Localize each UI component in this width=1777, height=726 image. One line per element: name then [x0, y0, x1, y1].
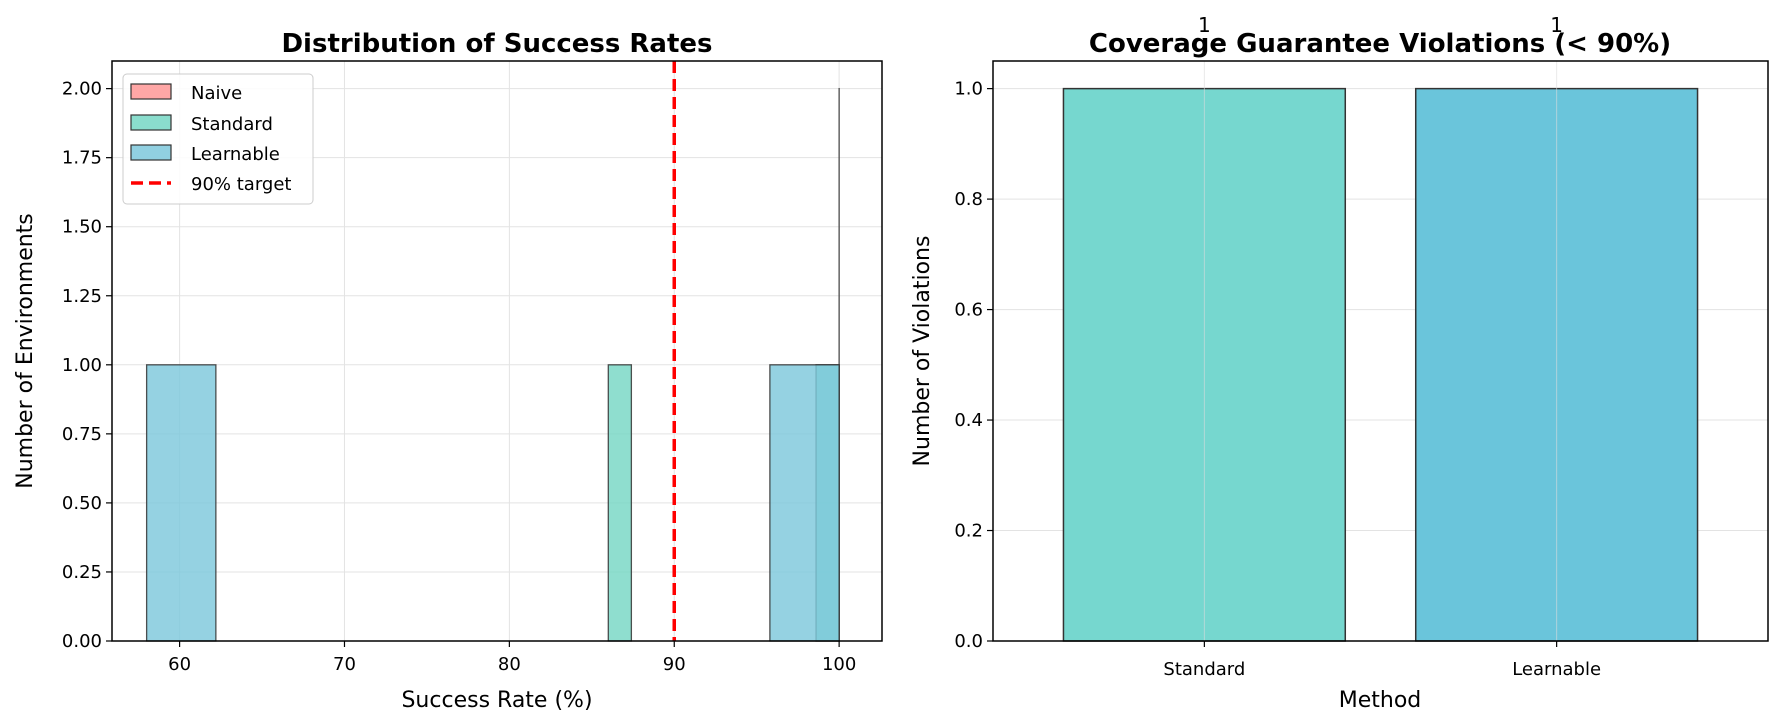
c2-y-tick-label: 0.4: [954, 410, 983, 431]
c1-x-axis-label: Success Rate (%): [401, 688, 592, 713]
c2-x-tick-label-learnable: Learnable: [1512, 659, 1601, 680]
c1-x-tick-label: 80: [498, 654, 521, 675]
c1-legend-label-naive: Naive: [191, 83, 242, 104]
c1-y-tick-label: 1.00: [62, 355, 102, 376]
c2-y-tick-label: 1.0: [954, 79, 983, 100]
c2-axes-frame: [992, 60, 1769, 642]
c2-x-tick-label-standard: Standard: [1163, 659, 1245, 680]
c1-legend-label-target: 90% target: [191, 174, 291, 195]
c1-y-ticks: 0.00 0.25 0.50 0.75 1.00 1.25 1.50 1.75 2.00: [62, 79, 112, 652]
c1-y-tick-label: 1.50: [62, 217, 102, 238]
c1-x-tick-label: 60: [168, 654, 191, 675]
c1-y-tick-label: 0.50: [62, 493, 102, 514]
c1-x-tick-label: 90: [663, 654, 686, 675]
c2-x-ticks: Standard Learnable: [1163, 641, 1601, 680]
c1-y-tick-label: 1.75: [62, 148, 102, 169]
c2-y-ticks: 0.0 0.2 0.4 0.6 0.8 1.0: [954, 79, 993, 652]
c2-y-tick-label: 0.8: [954, 189, 983, 210]
c2-bars: [1062, 61, 1699, 642]
c1-legend: Naive Standard Learnable 90% target: [122, 73, 314, 205]
c1-x-tick-label: 70: [333, 654, 356, 675]
c1-legend-swatch-learnable: [130, 144, 172, 161]
c2-y-axis-label: Number of Violations: [910, 236, 935, 467]
c1-bars: [145, 87, 840, 642]
c1-y-tick-label: 0.00: [62, 631, 102, 652]
c2-x-axis-label: Method: [1339, 688, 1422, 713]
c1-legend-frame: [122, 73, 314, 205]
c2-title: Coverage Guarantee Violations (< 90%): [1089, 29, 1671, 59]
c1-y-tick-label: 1.25: [62, 286, 102, 307]
c1-legend-label-standard: Standard: [191, 114, 273, 135]
c1-legend-swatch-standard: [130, 114, 172, 131]
c1-bar-learnable: [145, 364, 217, 642]
c1-legend-swatch-naive: [130, 83, 172, 100]
c2-data-label-standard: 1: [1198, 13, 1211, 37]
c2-y-tick-label: 0.6: [954, 300, 983, 321]
c1-x-ticks: 60 70 80 90 100: [168, 641, 856, 675]
c1-y-tick-label: 2.00: [62, 79, 102, 100]
c1-bar-standard: [607, 364, 633, 642]
histogram-chart: 60 70 80 90 100 0.00 0.25 0.50 0.75 1.00 1.25 1.50…: [13, 29, 883, 713]
c2-y-tick-label: 0.2: [954, 521, 983, 542]
c1-title: Distribution of Success Rates: [281, 29, 712, 59]
c1-legend-label-learnable: Learnable: [191, 144, 280, 165]
c2-y-tick-label: 0.0: [954, 631, 983, 652]
c1-y-tick-label: 0.25: [62, 562, 102, 583]
c2-data-label-learnable: 1: [1550, 13, 1563, 37]
c1-x-tick-label: 100: [822, 654, 856, 675]
c1-bar-learnable: [769, 364, 840, 642]
c1-axes-frame: [111, 60, 883, 642]
c1-y-axis-label: Number of Environments: [13, 213, 38, 489]
c1-y-tick-label: 0.75: [62, 424, 102, 445]
